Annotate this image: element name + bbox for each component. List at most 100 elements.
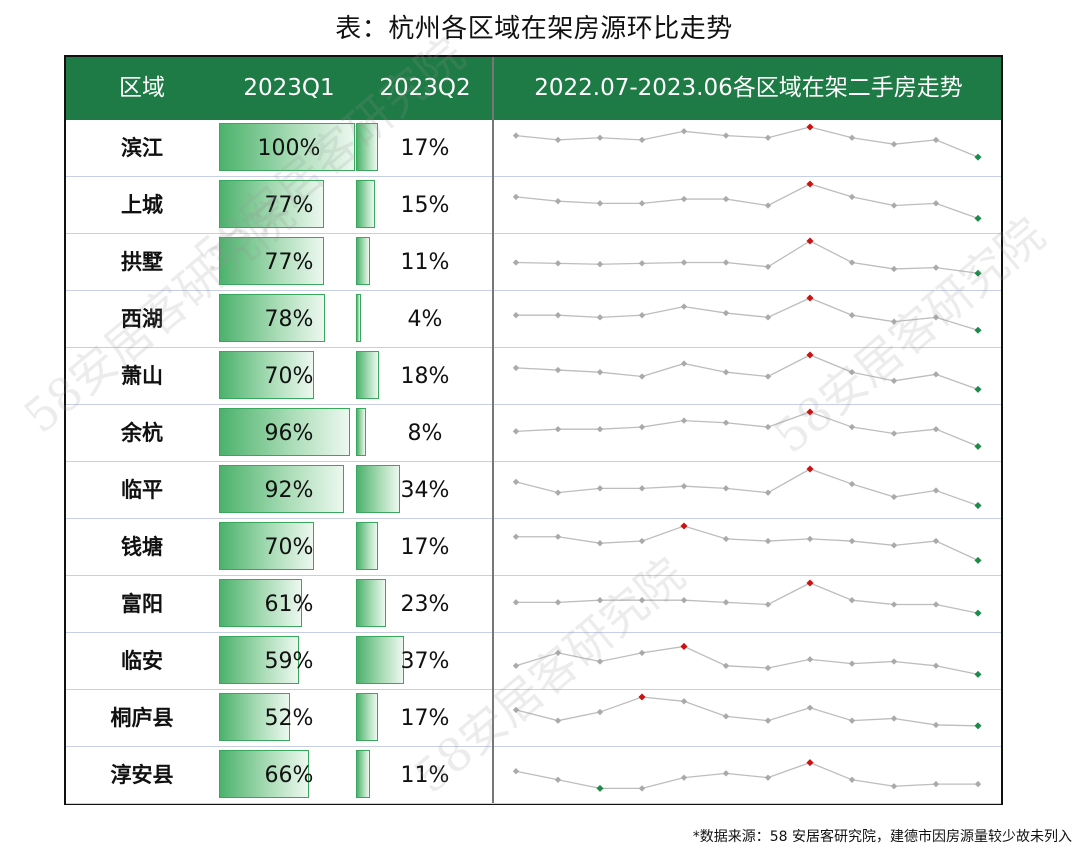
q1-bar	[219, 123, 355, 171]
sparkline-point	[848, 537, 856, 545]
sparkline-point	[596, 540, 604, 547]
q1-bar	[219, 693, 290, 741]
region-name: 余杭	[121, 421, 163, 445]
q1-value: 66%	[264, 763, 314, 788]
sparkline-point	[596, 658, 604, 665]
sparkline-line	[515, 126, 979, 158]
sparkline-point	[680, 774, 688, 781]
sparkline-point	[764, 717, 772, 724]
sparkline-point	[638, 200, 646, 207]
q1-value: 61%	[264, 592, 314, 617]
sparkline-point	[764, 314, 772, 321]
row-divider	[66, 176, 1001, 177]
q1-value: 77%	[264, 250, 314, 275]
q2-bar	[356, 294, 362, 342]
sparkline-line	[515, 696, 979, 727]
region-name: 钱塘	[121, 535, 163, 559]
q2-value: 11%	[400, 250, 450, 275]
sparkline-line	[515, 354, 979, 391]
q1-bar	[219, 408, 350, 456]
q2-bar	[356, 180, 376, 228]
sparkline-point	[974, 385, 982, 393]
q2-bar	[356, 693, 379, 741]
sparkline-point	[722, 369, 730, 376]
sparkline-point	[596, 784, 604, 792]
trend-sparkline	[512, 522, 982, 564]
footnote: *数据来源：58 安居客研究院，建德市因房源量较少故未列入	[692, 829, 1072, 845]
sparkline-point	[764, 423, 772, 431]
sparkline-point	[974, 502, 982, 510]
region-name: 临平	[121, 478, 163, 502]
sparkline-point	[638, 693, 646, 701]
q1-bar	[219, 579, 302, 627]
sparkline-point	[554, 533, 562, 540]
q1-value: 92%	[264, 478, 314, 503]
q2-bar	[356, 351, 380, 399]
sparkline-point	[764, 664, 772, 672]
sparkline-point	[554, 136, 562, 144]
sparkline-point	[890, 493, 898, 501]
q1-bar	[219, 351, 315, 399]
region-name: 上城	[121, 193, 163, 217]
sparkline-point	[806, 294, 814, 302]
sparkline-point	[890, 658, 898, 665]
q2-value: 11%	[400, 763, 450, 788]
q2-value: 23%	[400, 592, 450, 617]
sparkline-point	[932, 264, 940, 271]
sparkline-point	[680, 642, 688, 650]
q2-bar	[356, 408, 367, 456]
sparkline-point	[722, 485, 730, 492]
sparkline-point	[722, 419, 730, 426]
table-row: 萧山 70% 18%	[66, 348, 1001, 405]
sparkline-point	[512, 599, 520, 606]
row-divider	[66, 404, 1001, 405]
trend-sparkline	[512, 237, 982, 277]
sparkline-point	[722, 713, 730, 720]
sparkline-point	[596, 708, 604, 716]
sparkline-point	[512, 193, 520, 201]
sparkline-point	[848, 717, 856, 724]
sparkline-point	[512, 312, 520, 319]
sparkline-point	[680, 698, 688, 705]
sparkline-point	[974, 153, 982, 161]
sparkline-point	[848, 776, 856, 783]
sparkline-point	[638, 373, 646, 380]
sparkline-point	[512, 478, 520, 486]
sparkline-point	[806, 123, 814, 131]
q2-bar	[356, 636, 404, 684]
q2-value: 34%	[400, 478, 450, 503]
sparkline-point	[512, 533, 520, 540]
sparkline-point	[932, 662, 940, 669]
sparkline-line	[515, 183, 979, 220]
sparkline-point	[722, 132, 730, 139]
q2-bar	[356, 522, 379, 570]
sparkline-line	[516, 582, 979, 614]
table-row: 富阳 61% 23%	[66, 576, 1001, 633]
sparkline-point	[848, 193, 856, 201]
q2-value: 17%	[400, 706, 450, 731]
sparkline-point	[806, 704, 814, 711]
q1-value: 70%	[264, 535, 314, 560]
sparkline-point	[680, 597, 688, 604]
sparkline-point	[932, 200, 940, 207]
sparkline-point	[554, 366, 562, 374]
row-divider	[66, 461, 1001, 462]
sparkline-point	[554, 649, 562, 657]
sparkline-point	[806, 656, 814, 663]
table-row: 拱墅 77% 11%	[66, 234, 1001, 291]
table-row: 余杭 96% 8%	[66, 405, 1001, 462]
region-name: 萧山	[121, 364, 163, 388]
q1-value: 59%	[264, 649, 314, 674]
sparkline-point	[890, 141, 898, 148]
sparkline-line	[515, 240, 979, 274]
sparkline-point	[554, 198, 562, 205]
sparkline-point	[638, 597, 646, 604]
sparkline-point	[764, 263, 772, 270]
sparkline-line	[516, 525, 979, 561]
sparkline-point	[764, 202, 772, 209]
trend-sparkline	[512, 123, 982, 161]
sparkline-point	[764, 373, 772, 380]
trend-sparkline	[512, 642, 982, 678]
sparkline-point	[680, 195, 688, 203]
table-row: 上城 77% 15%	[66, 177, 1001, 234]
